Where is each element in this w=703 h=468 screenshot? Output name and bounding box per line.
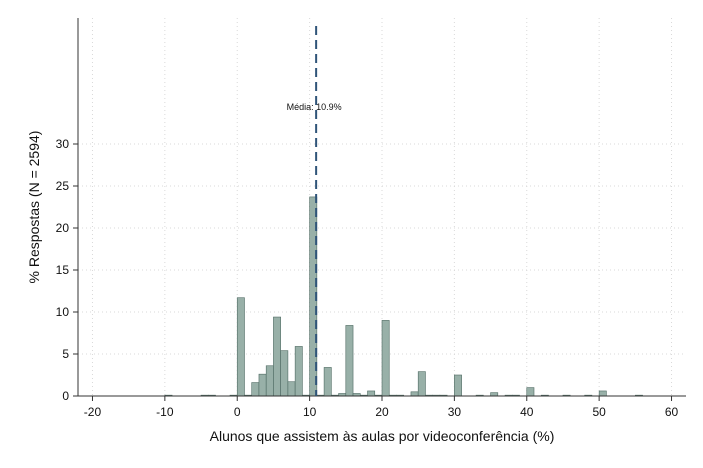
histogram-bar: [280, 350, 289, 397]
y-tick-label: 25: [56, 179, 70, 193]
histogram-bar: [323, 367, 332, 397]
histogram-bar: [454, 374, 462, 397]
y-tick-label: 15: [56, 263, 70, 277]
x-tick-label: -10: [156, 405, 174, 419]
y-tick-label: 10: [56, 305, 70, 319]
histogram-bar: [236, 297, 245, 397]
x-tick-label: 40: [520, 405, 534, 419]
x-tick-label: 0: [234, 405, 241, 419]
x-tick-label: 60: [665, 405, 679, 419]
histogram-bar: [287, 381, 296, 397]
histogram-bar: [258, 373, 267, 397]
histogram-bar: [273, 316, 281, 397]
histogram-bar: [526, 387, 535, 397]
y-tick-label: 5: [62, 347, 69, 361]
histogram-bar: [417, 371, 426, 397]
histogram-bar: [367, 390, 376, 397]
y-axis-title: % Respostas (N = 2594): [26, 131, 42, 284]
x-tick-label: 20: [375, 405, 389, 419]
histogram-bar: [490, 392, 499, 397]
histogram-bar: [251, 382, 260, 397]
histogram-bar: [265, 365, 274, 397]
mean-annotation: Média: 10.9%: [287, 102, 342, 112]
histogram-bar: [294, 346, 303, 397]
histogram-bar: [381, 320, 390, 397]
bars: [164, 196, 643, 397]
x-tick-labels: -20 -10 0 10 20 30 40 50 60: [84, 396, 679, 419]
x-tick-label: 50: [592, 405, 606, 419]
y-tick-label: 30: [56, 137, 70, 151]
x-axis-title: Alunos que assistem às aulas por videoco…: [210, 428, 555, 444]
histogram-bar: [598, 390, 607, 397]
x-tick-label: -20: [84, 405, 102, 419]
y-tick-labels: 0 5 10 15 20 25 30: [56, 137, 78, 403]
y-tick-label: 0: [62, 389, 69, 403]
x-tick-label: 30: [448, 405, 462, 419]
histogram-bar: [345, 325, 354, 397]
x-tick-label: 10: [303, 405, 317, 419]
histogram-bar: [410, 391, 419, 397]
y-tick-label: 20: [56, 221, 70, 235]
